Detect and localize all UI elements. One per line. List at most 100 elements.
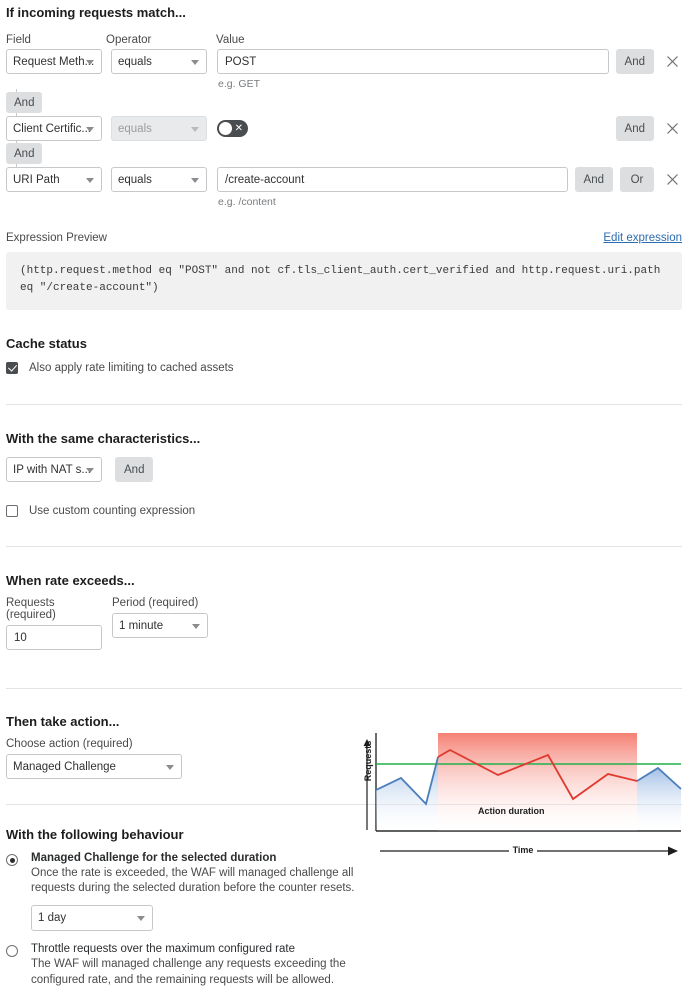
toggle-off-icon: ✕ bbox=[234, 123, 243, 134]
value-cell-3: /create-account e.g. /content bbox=[217, 167, 568, 208]
toggle-knob bbox=[219, 122, 232, 135]
characteristics-and-button[interactable]: And bbox=[115, 457, 154, 483]
duration-select-value: 1 day bbox=[38, 912, 67, 925]
column-header-value: Value bbox=[216, 34, 245, 46]
duration-select[interactable]: 1 day bbox=[31, 905, 153, 932]
and-connector-1: And bbox=[6, 89, 682, 117]
chevron-down-icon bbox=[86, 467, 94, 473]
characteristic-select-value: IP with NAT s... bbox=[13, 463, 91, 476]
and-connector-button-1[interactable]: And bbox=[6, 92, 43, 113]
and-button-1[interactable]: And bbox=[615, 49, 654, 74]
column-header-field: Field bbox=[6, 34, 31, 46]
operator-select-1-value: equals bbox=[118, 55, 152, 68]
rate-section-title: When rate exceeds... bbox=[6, 573, 135, 589]
throttle-description: The WAF will managed challenge any reque… bbox=[31, 958, 346, 986]
requests-line-after bbox=[636, 766, 682, 790]
or-button-3[interactable]: Or bbox=[620, 167, 654, 192]
cert-verified-toggle[interactable]: ✕ bbox=[217, 120, 248, 137]
managed-challenge-title: Managed Challenge for the selected durat… bbox=[31, 852, 277, 865]
expression-preview-label: Expression Preview bbox=[6, 232, 107, 244]
requests-input[interactable]: 10 bbox=[6, 625, 102, 651]
throttle-radio[interactable] bbox=[6, 945, 18, 958]
rate-fields: Requests (required) 10 Period (required)… bbox=[6, 597, 682, 651]
cache-assets-checkbox-label: Also apply rate limiting to cached asset… bbox=[29, 362, 234, 375]
managed-challenge-description: Once the rate is exceeded, the WAF will … bbox=[31, 867, 355, 895]
chevron-down-icon bbox=[192, 623, 200, 629]
field-select-3[interactable]: URI Path bbox=[6, 167, 102, 192]
and-connector-button-2[interactable]: And bbox=[6, 143, 43, 164]
period-select-value: 1 minute bbox=[119, 619, 164, 632]
period-field-group: Period (required) 1 minute bbox=[112, 597, 208, 650]
field-select-2[interactable]: Client Certific... bbox=[6, 116, 102, 141]
y-axis-arrow bbox=[363, 739, 371, 830]
rule-column-headers: Field Operator Value bbox=[6, 20, 682, 49]
chart-svg bbox=[363, 733, 682, 856]
behaviour-illustration-chart: Requests Time Action duration bbox=[358, 728, 688, 868]
field-select-2-value: Client Certific... bbox=[13, 122, 91, 135]
requests-area-after bbox=[637, 768, 681, 830]
value-hint-1: e.g. GET bbox=[218, 78, 261, 90]
requests-line-before bbox=[375, 756, 439, 806]
behaviour-section-title: With the following behaviour bbox=[6, 827, 184, 843]
throttle-body: Throttle requests over the maximum confi… bbox=[31, 943, 361, 987]
field-select-1[interactable]: Request Meth... bbox=[6, 49, 102, 74]
cache-assets-checkbox[interactable] bbox=[6, 362, 18, 375]
value-input-3[interactable]: /create-account bbox=[217, 167, 568, 192]
custom-counting-checkbox[interactable] bbox=[6, 505, 18, 518]
choose-action-select-value: Managed Challenge bbox=[13, 760, 116, 773]
and-button-2[interactable]: And bbox=[615, 116, 654, 141]
chevron-down-icon bbox=[137, 916, 145, 922]
section-divider-2 bbox=[6, 546, 682, 548]
choose-action-select[interactable]: Managed Challenge bbox=[6, 754, 182, 780]
remove-rule-1-icon[interactable] bbox=[662, 49, 682, 74]
period-select[interactable]: 1 minute bbox=[112, 613, 208, 639]
custom-counting-checkbox-row[interactable]: Use custom counting expression bbox=[6, 505, 682, 518]
chevron-down-icon bbox=[191, 126, 199, 132]
value-select-1[interactable]: POST bbox=[217, 49, 609, 74]
column-header-operator: Operator bbox=[106, 34, 152, 46]
characteristic-select[interactable]: IP with NAT s... bbox=[6, 457, 102, 483]
characteristics-row: IP with NAT s... And bbox=[6, 457, 682, 483]
requests-field-group: Requests (required) 10 bbox=[6, 597, 102, 651]
match-section-title: If incoming requests match... bbox=[6, 5, 186, 20]
operator-select-3[interactable]: equals bbox=[111, 167, 207, 192]
managed-challenge-body: Managed Challenge for the selected durat… bbox=[31, 852, 361, 932]
chevron-down-icon bbox=[191, 177, 199, 183]
cache-status-checkbox-row[interactable]: Also apply rate limiting to cached asset… bbox=[6, 362, 682, 375]
expression-preview-text: (http.request.method eq "POST" and not c… bbox=[6, 252, 682, 311]
operator-select-2: equals bbox=[111, 116, 207, 141]
requests-area-before bbox=[376, 757, 438, 830]
action-field-group: Choose action (required) Managed Challen… bbox=[6, 738, 682, 780]
chevron-down-icon bbox=[86, 177, 94, 183]
choose-action-label: Choose action (required) bbox=[6, 738, 133, 751]
remove-rule-2-icon[interactable] bbox=[662, 116, 682, 141]
expression-preview-header: Expression Preview Edit expression bbox=[6, 232, 682, 244]
rule-row-2: Client Certific... equals ✕ And bbox=[6, 116, 682, 141]
remove-rule-3-icon[interactable] bbox=[662, 167, 682, 192]
managed-challenge-radio[interactable] bbox=[6, 854, 18, 867]
period-label: Period (required) bbox=[112, 597, 199, 610]
action-duration-band bbox=[438, 733, 637, 831]
throttle-title: Throttle requests over the maximum confi… bbox=[31, 943, 295, 956]
requests-input-value: 10 bbox=[14, 631, 27, 644]
operator-select-1[interactable]: equals bbox=[111, 49, 207, 74]
and-connector-2: And bbox=[6, 140, 682, 168]
section-divider-4 bbox=[6, 804, 682, 806]
section-divider-3 bbox=[6, 688, 682, 690]
chart-action-duration-annotation: Action duration bbox=[478, 806, 545, 816]
requests-label: Requests (required) bbox=[6, 597, 56, 622]
field-select-3-value: URI Path bbox=[13, 173, 60, 186]
behaviour-option-throttle[interactable]: Throttle requests over the maximum confi… bbox=[6, 943, 682, 987]
characteristics-title: With the same characteristics... bbox=[6, 431, 201, 447]
and-button-3[interactable]: And bbox=[574, 167, 613, 192]
value-cell-2: ✕ bbox=[217, 116, 609, 140]
chevron-down-icon bbox=[191, 59, 199, 65]
section-divider-1 bbox=[6, 404, 682, 406]
chevron-down-icon bbox=[86, 59, 94, 65]
edit-expression-link[interactable]: Edit expression bbox=[603, 232, 682, 244]
custom-counting-checkbox-label: Use custom counting expression bbox=[29, 505, 196, 518]
value-hint-3: e.g. /content bbox=[218, 196, 276, 208]
cache-status-title: Cache status bbox=[6, 336, 87, 352]
operator-select-2-value: equals bbox=[118, 122, 152, 135]
